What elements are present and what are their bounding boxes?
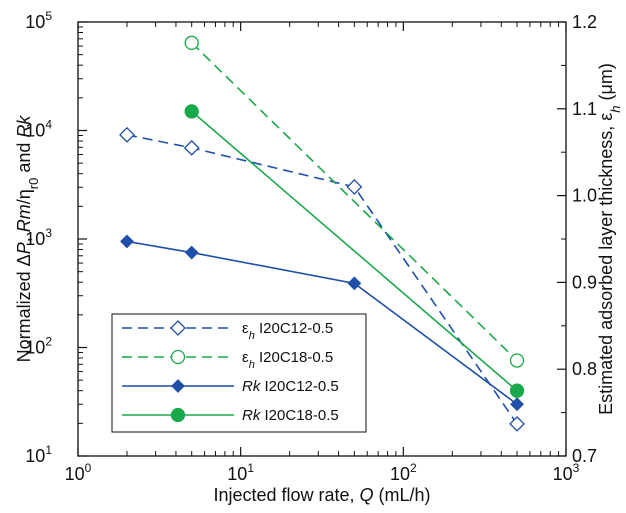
legend-marker (170, 320, 186, 336)
series-layer (119, 35, 525, 432)
y-right-tick-label: 1.1 (572, 99, 597, 119)
y-left-tick-label: 102 (25, 335, 52, 358)
x-tick-label: 101 (227, 461, 254, 484)
data-point-series-2 (184, 35, 199, 50)
y-right-tick-label: 0.8 (572, 359, 597, 379)
series-line-3 (126, 240, 518, 405)
series-line-2 (191, 42, 518, 362)
data-point-series-3 (120, 234, 134, 249)
series-line-1 (126, 134, 518, 425)
legend-marker (171, 379, 185, 393)
legend-label: εh I20C18-0.5 (242, 349, 333, 371)
series-line-4 (191, 110, 518, 392)
legend: εh I20C12-0.5 εh I20C18-0.5 Rk I20C12-0.5 R… (111, 313, 367, 433)
y-left-axis-label: Normalized ΔP, Rm/ηr0 and Rk (14, 115, 41, 363)
data-point-series-1 (346, 179, 363, 195)
x-axis-label: Injected flow rate, Q (mL/h) (213, 485, 430, 505)
y-right-axis-label: Estimated adsorbed layer thickness, εh (… (596, 63, 623, 415)
data-point-series-1 (509, 415, 525, 432)
data-point-series-3 (510, 397, 524, 412)
data-point-series-1 (119, 126, 135, 143)
data-point-series-3 (347, 276, 362, 291)
legend-box (111, 313, 367, 433)
data-point-series-4 (184, 104, 199, 119)
data-point-series-1 (183, 139, 200, 156)
x-tick-label: 102 (390, 461, 417, 484)
x-tick-label: 103 (553, 461, 580, 484)
legend-marker (170, 407, 186, 423)
y-left-tick-label: 101 (25, 443, 52, 466)
y-right-tick-label: 1.2 (572, 12, 597, 32)
legend-label: εh I20C12-0.5 (242, 320, 333, 342)
y-left-tick-label: 105 (25, 9, 52, 32)
data-point-series-3 (184, 245, 199, 260)
legend-label: Rk I20C18-0.5 (242, 407, 339, 424)
data-point-series-4 (509, 383, 525, 398)
data-point-series-2 (509, 353, 525, 368)
y-right-tick-label: 1.0 (572, 186, 597, 206)
y-right-tick-label: 0.7 (572, 446, 597, 466)
legend-marker (170, 349, 186, 365)
axes-layer: 100 101 102 103 101 102 103 104 105 0.7 0.8 0.9 1.0 1… (14, 9, 623, 505)
y-right-tick-label: 0.9 (572, 272, 597, 292)
legend-label: Rk I20C12-0.5 (242, 378, 339, 395)
y-left-tick-label: 103 (25, 226, 52, 249)
y-left-tick-label: 104 (25, 118, 52, 141)
x-tick-label: 100 (65, 461, 92, 484)
